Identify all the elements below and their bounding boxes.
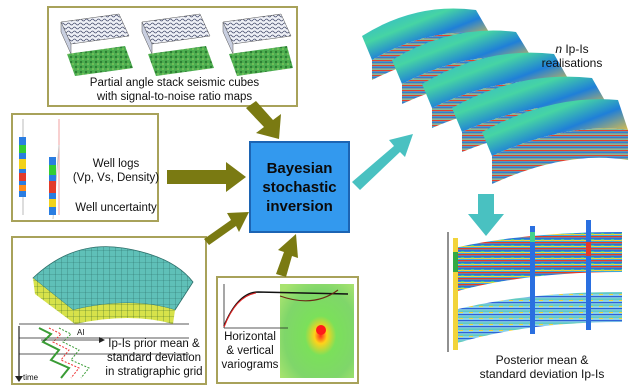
posterior-label-line1: Posterior mean & — [495, 353, 589, 367]
prior-panel: AI time Ip-Is prior mean & standard devi… — [11, 236, 207, 385]
well-logs-line2: (Vp, Vs, Density) — [72, 172, 160, 184]
arrow-vario-to-center — [276, 234, 298, 277]
stratigraphic-grid-image — [15, 246, 194, 382]
center-line3: inversion — [266, 197, 333, 215]
seismic-cube-3 — [222, 13, 293, 76]
bayesian-inversion-box: Bayesian stochastic inversion — [249, 141, 350, 233]
seismic-cube-2 — [141, 13, 214, 76]
variogram-image — [223, 284, 354, 378]
variogram-panel: Horizontal & vertical variograms — [216, 276, 359, 384]
center-line2: stochastic — [262, 178, 337, 196]
prior-axis-time: time — [23, 373, 39, 382]
realisations-n: n — [555, 42, 562, 56]
prior-axis-ai: AI — [77, 328, 85, 337]
realisations-label-line2: realisations — [541, 56, 603, 70]
seismic-cube-1 — [60, 13, 133, 76]
arrow-wells-to-center — [167, 162, 246, 192]
variogram-label-line2: & vertical — [226, 345, 274, 357]
realisations-cubes-image — [362, 8, 628, 184]
well-logs-panel: Well logs (Vp, Vs, Density) Well uncerta… — [11, 113, 159, 222]
prior-label-line1: Ip-Is prior mean & — [108, 338, 200, 350]
seismic-label-line1: Partial angle stack seismic cubes — [89, 77, 260, 89]
variogram-label-line1: Horizontal — [224, 331, 276, 343]
variogram-label-line3: variograms — [221, 359, 279, 371]
realisations-label-line1: n Ip-Is — [522, 42, 622, 56]
realisations-ipis: Ip-Is — [562, 42, 589, 56]
prior-label-line3: in stratigraphic grid — [105, 366, 203, 378]
seismic-panel: Partial angle stack seismic cubes with s… — [47, 6, 298, 107]
center-line1: Bayesian — [266, 159, 333, 177]
well-logs-line1: Well logs — [92, 158, 140, 170]
prior-label-line2: standard deviation — [107, 352, 201, 364]
posterior-sections-image — [447, 220, 622, 352]
realisation-5 — [482, 99, 628, 184]
seismic-label-line2: with signal-to-noise ratio maps — [96, 91, 253, 103]
well-logs-image — [19, 119, 60, 220]
posterior-label-line2: standard deviation Ip-Is — [479, 367, 605, 381]
well-uncertainty-label: Well uncertainty — [75, 202, 157, 214]
seismic-cubes-image — [60, 13, 293, 76]
arrow-prior-to-center — [204, 212, 249, 245]
